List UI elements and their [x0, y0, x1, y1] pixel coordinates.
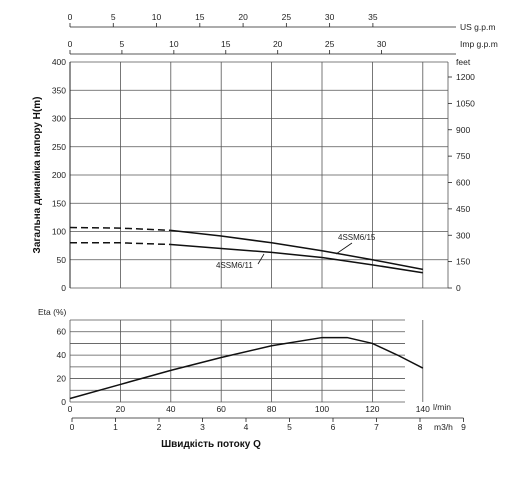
bottom-axes: 0 20 40 60 80 100 120 140 l/min 0 1 2 3 4 5 6 7 8 9 m3/h Шви…	[68, 402, 467, 450]
top-axes: 0 5 10 15 20 25 30 35 US g.p.m 0 5 10 15 20 25 30 Imp g.…	[68, 12, 498, 55]
lmin-tick-label: 140	[416, 404, 430, 414]
lmin-tick-label: 20	[116, 404, 126, 414]
m3h-tick-label: 3	[200, 422, 205, 432]
head-y-tick-label: 200	[52, 170, 66, 180]
head-y-tick-label: 350	[52, 85, 66, 95]
head-curve-dashed	[70, 242, 171, 246]
eta-y-tick-label: 0	[61, 397, 66, 407]
feet-tick-label: 0	[456, 283, 461, 293]
us-gpm-tick-label: 15	[195, 12, 205, 22]
efficiency-panel: 0 20 40 60 Eta (%)	[38, 307, 424, 407]
eta-y-tick-label: 20	[57, 374, 67, 384]
m3h-tick-label: 8	[418, 422, 423, 432]
lmin-tick-label: 80	[267, 404, 277, 414]
lmin-unit: l/min	[433, 402, 451, 412]
head-y-tick-label: 300	[52, 114, 66, 124]
m3h-tick-label: 5	[287, 422, 292, 432]
head-y-tick-label: 400	[52, 57, 66, 67]
lmin-tick-label: 0	[68, 404, 73, 414]
head-panel: 0 50 100 150 200 250 300 350 400 0 150 300 450 600 750…	[32, 57, 475, 293]
us-gpm-tick-label: 0	[68, 12, 73, 22]
head-y-tick-label: 250	[52, 142, 66, 152]
m3h-tick-label: 2	[157, 422, 162, 432]
us-gpm-tick-label: 5	[111, 12, 116, 22]
lmin-tick-label: 40	[166, 404, 176, 414]
imp-gpm-tick-label: 0	[68, 39, 73, 49]
m3h-tick-label: 0	[70, 422, 75, 432]
head-curve-dashed	[69, 226, 171, 232]
lmin-tick-label: 60	[216, 404, 226, 414]
series-label-4ssm6-11: 4SSM6/11	[216, 261, 253, 270]
head-y-tick-label: 100	[52, 227, 66, 237]
eta-y-tick-label: 40	[57, 350, 67, 360]
feet-tick-label: 300	[456, 230, 470, 240]
feet-tick-label: 1050	[456, 98, 475, 108]
imp-gpm-tick-label: 25	[325, 39, 335, 49]
head-y-tick-label: 150	[52, 198, 66, 208]
us-gpm-tick-label: 35	[368, 12, 378, 22]
head-y-tick-label: 0	[61, 283, 66, 293]
m3h-tick-label: 1	[113, 422, 118, 432]
m3h-tick-label: 7	[374, 422, 379, 432]
feet-unit-label: feet	[456, 57, 471, 67]
lmin-tick-label: 100	[315, 404, 329, 414]
series-label-4ssm6-15: 4SSM6/15	[338, 233, 376, 242]
eta-y-axis-label: Eta (%)	[38, 307, 67, 317]
imp-gpm-tick-label: 5	[120, 39, 125, 49]
m3h-tick-label: 9	[461, 422, 466, 432]
efficiency-curve	[69, 336, 424, 400]
m3h-unit: m3/h	[434, 422, 453, 432]
x-axis-label: Швидкість потоку Q	[161, 439, 261, 450]
us-gpm-tick-label: 30	[325, 12, 335, 22]
head-y-tick-label: 50	[57, 255, 67, 265]
imp-gpm-tick-label: 30	[377, 39, 387, 49]
m3h-tick-label: 4	[244, 422, 249, 432]
us-gpm-unit: US g.p.m	[460, 22, 495, 32]
feet-tick-label: 1200	[456, 72, 475, 82]
imp-gpm-tick-label: 10	[169, 39, 179, 49]
head-y-axis-label: Загальна динаміка напору H(m)	[32, 97, 43, 254]
us-gpm-tick-label: 10	[152, 12, 162, 22]
imp-gpm-tick-label: 20	[273, 39, 283, 49]
feet-tick-label: 900	[456, 125, 470, 135]
us-gpm-tick-label: 25	[282, 12, 292, 22]
head-curve	[170, 229, 423, 271]
m3h-tick-label: 6	[331, 422, 336, 432]
feet-tick-label: 750	[456, 151, 470, 161]
us-gpm-tick-label: 20	[238, 12, 248, 22]
lmin-tick-label: 120	[365, 404, 379, 414]
imp-gpm-unit: Imp g.p.m	[460, 39, 498, 49]
feet-tick-label: 150	[456, 257, 470, 267]
head-curve	[170, 243, 423, 274]
feet-tick-label: 600	[456, 178, 470, 188]
series-leader-line	[335, 242, 353, 255]
series-leader-line	[257, 253, 265, 265]
imp-gpm-tick-label: 15	[221, 39, 231, 49]
feet-tick-label: 450	[456, 204, 470, 214]
eta-y-tick-label: 60	[57, 327, 67, 337]
